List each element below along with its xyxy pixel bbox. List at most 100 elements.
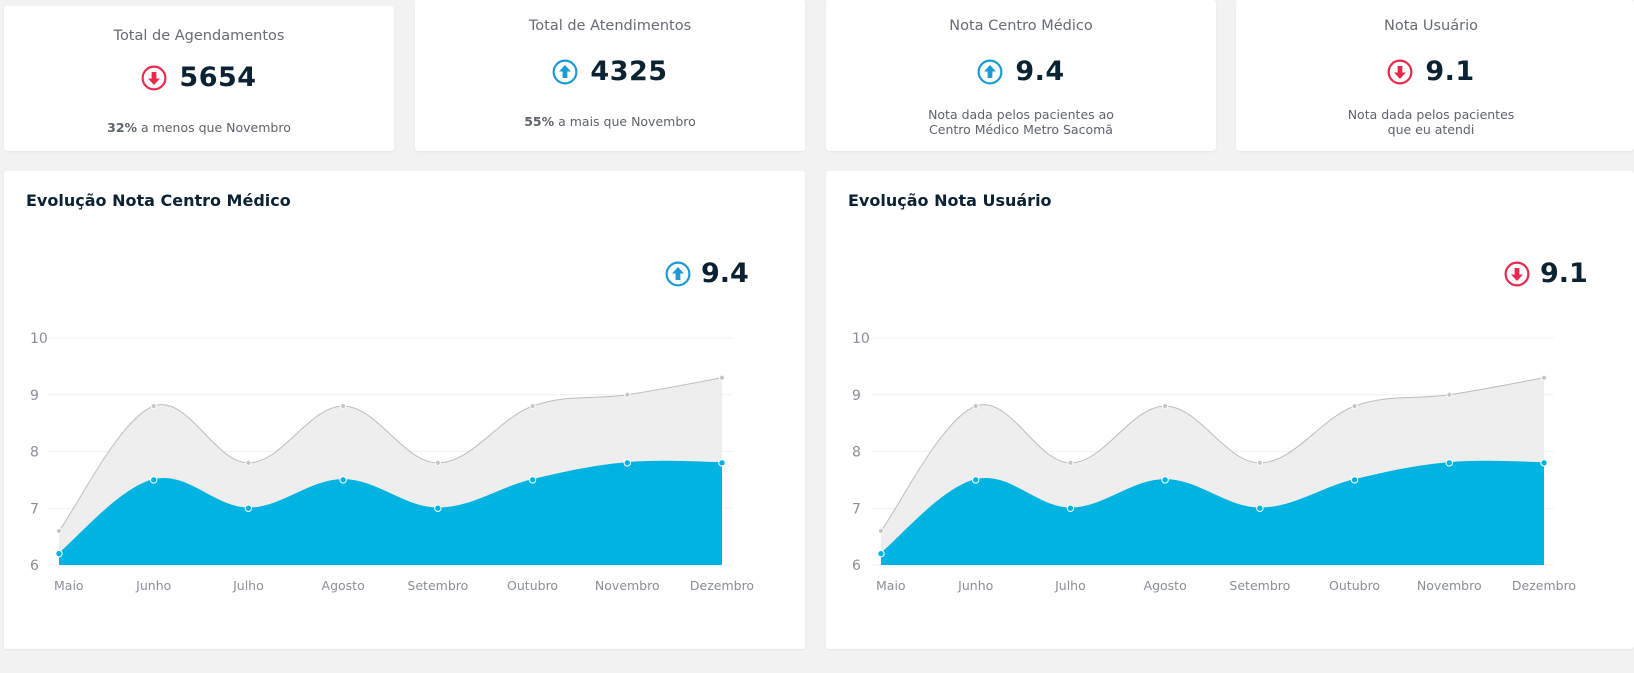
data-point[interactable] — [1445, 459, 1453, 467]
chart-big-value: 9.1 — [1540, 258, 1588, 289]
data-point[interactable] — [1066, 504, 1075, 512]
kpi-note-percent: 32% — [107, 120, 138, 135]
y-tick-label: 10 — [30, 331, 48, 347]
y-tick-label: 9 — [30, 388, 39, 404]
kpi-note: Nota dada pelos pacientes que eu atendi — [1236, 107, 1626, 137]
x-tick-label: Outubro — [1329, 578, 1380, 593]
x-tick-label: Maio — [876, 578, 906, 593]
data-point[interactable] — [877, 527, 885, 535]
kpi-note: 55% a mais que Novembro — [415, 114, 805, 129]
y-tick-label: 6 — [30, 558, 39, 574]
x-tick-label: Novembro — [1417, 578, 1482, 593]
kpi-note-text: a menos que Novembro — [137, 120, 291, 135]
arrow-up-icon — [665, 261, 691, 287]
y-tick-label: 10 — [852, 331, 870, 347]
kpi-value: 9.4 — [1015, 56, 1065, 87]
y-tick-label: 9 — [852, 388, 861, 404]
data-point[interactable] — [244, 504, 253, 512]
data-point[interactable] — [434, 459, 441, 466]
y-tick-label: 8 — [30, 445, 39, 461]
chart-big-value-row: 9.4 — [665, 258, 749, 289]
chart-big-value-row: 9.1 — [1504, 258, 1588, 289]
x-tick-label: Setembro — [407, 578, 468, 593]
kpi-note-text: a mais que Novembro — [554, 114, 696, 129]
data-point[interactable] — [528, 476, 537, 484]
data-point[interactable] — [1540, 374, 1548, 381]
data-point[interactable] — [245, 459, 252, 466]
kpi-value: 9.1 — [1425, 56, 1475, 87]
data-point[interactable] — [339, 476, 347, 484]
x-tick-label: Setembro — [1229, 578, 1290, 593]
arrow-up-icon — [552, 59, 578, 85]
kpi-value: 5654 — [179, 62, 257, 93]
x-tick-label: Agosto — [322, 578, 365, 593]
data-point[interactable] — [55, 527, 63, 535]
arrow-down-icon — [1504, 261, 1530, 287]
data-point[interactable] — [55, 549, 63, 558]
x-tick-label: Novembro — [595, 578, 660, 593]
data-point[interactable] — [150, 476, 158, 484]
data-point[interactable] — [1351, 403, 1358, 410]
data-point[interactable] — [529, 403, 536, 410]
kpi-card-agendamentos: Total de Agendamentos 5654 32% a menos q… — [4, 6, 394, 151]
x-tick-label: Julho — [232, 578, 264, 593]
data-point[interactable] — [877, 549, 885, 558]
x-tick-label: Dezembro — [1512, 578, 1576, 593]
kpi-note: Nota dada pelos pacientes ao Centro Médi… — [826, 107, 1216, 137]
kpi-value-row: 9.4 — [826, 56, 1216, 87]
data-point[interactable] — [1067, 459, 1074, 466]
chart-title: Evolução Nota Usuário — [848, 191, 1052, 210]
x-tick-label: Junho — [957, 578, 993, 593]
arrow-down-icon — [1387, 59, 1413, 85]
x-tick-label: Maio — [54, 578, 84, 593]
data-point[interactable] — [150, 403, 157, 410]
data-point[interactable] — [623, 459, 631, 467]
kpi-value-row: 4325 — [415, 56, 805, 87]
kpi-note-line1: Nota dada pelos pacientes — [1347, 107, 1515, 122]
data-point[interactable] — [434, 504, 442, 512]
kpi-value-row: 5654 — [4, 62, 394, 93]
series-area-2 — [59, 461, 722, 565]
arrow-up-icon — [977, 59, 1003, 85]
x-tick-label: Dezembro — [690, 578, 754, 593]
arrow-down-icon — [141, 65, 167, 91]
kpi-value-row: 9.1 — [1236, 56, 1626, 87]
kpi-title: Total de Agendamentos — [113, 28, 285, 44]
data-point[interactable] — [972, 403, 979, 410]
data-point[interactable] — [972, 476, 980, 484]
y-tick-label: 7 — [30, 501, 39, 517]
data-point[interactable] — [718, 459, 726, 467]
data-point[interactable] — [718, 374, 726, 381]
chart-title: Evolução Nota Centro Médico — [26, 191, 291, 210]
kpi-value: 4325 — [590, 56, 668, 87]
kpi-note-line2: Centro Médico Metro Sacomã — [929, 122, 1113, 137]
kpi-note-line1: Nota dada pelos pacientes ao — [928, 107, 1114, 122]
x-tick-label: Outubro — [507, 578, 558, 593]
kpi-card-nota-centro: Nota Centro Médico 9.4 Nota dada pelos p… — [826, 0, 1216, 151]
data-point[interactable] — [1162, 403, 1169, 410]
data-point[interactable] — [1256, 459, 1263, 466]
chart-card-usuario: Evolução Nota Usuário 9.1 6 7 8 9 10 Maio Junh… — [826, 171, 1634, 649]
kpi-card-atendimentos: Total de Atendimentos 4325 55% a mais qu… — [415, 0, 805, 151]
data-point[interactable] — [1446, 391, 1453, 398]
kpi-title: Nota Centro Médico — [949, 18, 1093, 34]
data-point[interactable] — [1540, 459, 1548, 467]
data-point[interactable] — [1161, 476, 1169, 484]
x-tick-label: Junho — [135, 578, 171, 593]
chart-big-value: 9.4 — [701, 258, 749, 289]
kpi-note: 32% a menos que Novembro — [4, 120, 394, 135]
data-point[interactable] — [624, 391, 631, 398]
data-point[interactable] — [1256, 504, 1264, 512]
kpi-note-line2: que eu atendi — [1387, 122, 1475, 137]
data-point[interactable] — [340, 403, 347, 410]
x-tick-label: Agosto — [1144, 578, 1187, 593]
y-tick-label: 8 — [852, 445, 861, 461]
kpi-title: Total de Atendimentos — [528, 18, 692, 34]
kpi-note-percent: 55% — [524, 114, 555, 129]
x-tick-label: Julho — [1054, 578, 1086, 593]
series-area-2 — [881, 461, 1544, 565]
kpi-title: Nota Usuário — [1383, 18, 1478, 34]
y-tick-label: 7 — [852, 501, 861, 517]
data-point[interactable] — [1350, 476, 1359, 484]
y-tick-label: 6 — [852, 558, 861, 574]
